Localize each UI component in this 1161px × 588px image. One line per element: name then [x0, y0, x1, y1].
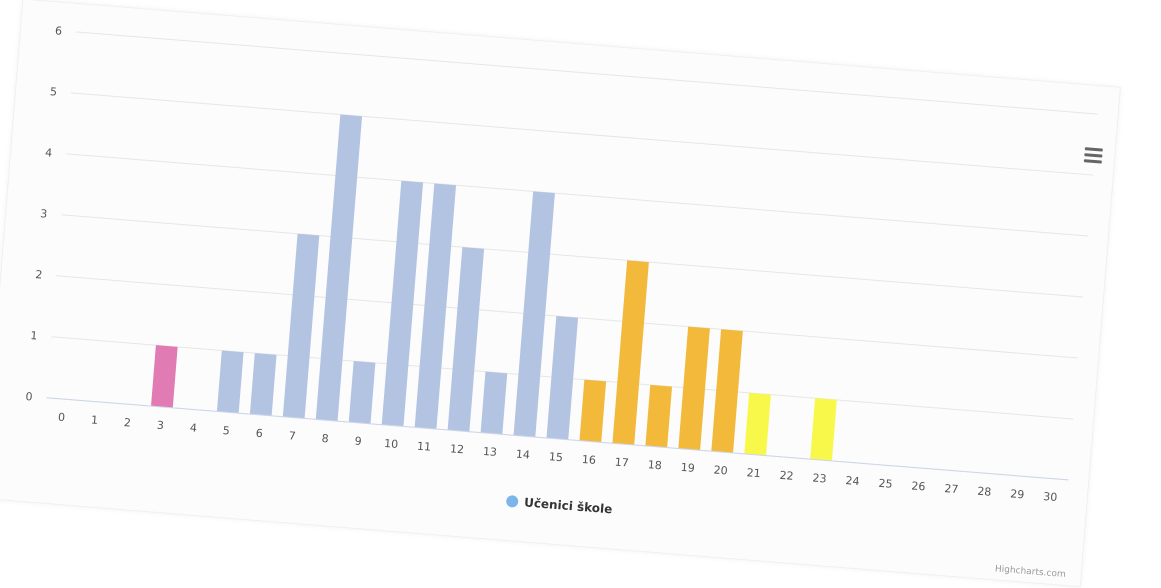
- bar-9[interactable]: [348, 361, 376, 424]
- x-tick-label: 1: [90, 413, 98, 427]
- x-tick-label: 14: [515, 448, 530, 462]
- credits-link[interactable]: Highcharts.com: [995, 564, 1066, 580]
- x-tick-label: 25: [878, 477, 893, 491]
- legend-marker: [506, 495, 519, 508]
- x-tick-label: 26: [911, 479, 926, 493]
- x-tick-label: 30: [1043, 490, 1058, 504]
- x-tick-label: 18: [647, 458, 662, 472]
- bar-5[interactable]: [216, 350, 244, 414]
- grid-line: [66, 153, 1088, 237]
- grid-line: [71, 92, 1093, 176]
- bar-12[interactable]: [447, 247, 485, 432]
- x-tick-label: 5: [222, 424, 230, 438]
- x-tick-label: 0: [58, 411, 66, 425]
- bar-23[interactable]: [810, 398, 837, 461]
- bar-6[interactable]: [249, 353, 277, 416]
- grid-lines: [46, 31, 1098, 481]
- x-tick-label: 16: [581, 453, 596, 467]
- y-tick-label: 1: [30, 329, 38, 343]
- x-tick-label: 2: [123, 416, 131, 430]
- bar-15[interactable]: [546, 315, 579, 440]
- grid-line: [61, 214, 1083, 298]
- x-tick-label: 23: [812, 471, 827, 485]
- x-tick-label: 29: [1010, 487, 1025, 501]
- x-axis-tick-labels: 0 1 2 3 4 5 6 7 8 9 10 11 12 13 14 15 16 17 18 19 20 21 22 23 24…: [58, 411, 1058, 504]
- bar-16[interactable]: [579, 379, 607, 443]
- x-tick-label: 19: [680, 461, 695, 475]
- x-tick-label: 4: [189, 421, 197, 435]
- y-tick-label: 3: [40, 207, 48, 221]
- x-tick-label: 9: [354, 435, 362, 449]
- y-tick-label: 6: [54, 24, 62, 38]
- legend[interactable]: Učenici škole: [506, 494, 613, 516]
- bar-21[interactable]: [744, 392, 771, 456]
- x-tick-label: 28: [977, 485, 992, 499]
- bar-8[interactable]: [315, 114, 363, 422]
- y-tick-label: 4: [45, 146, 53, 160]
- y-tick-label: 5: [50, 85, 58, 99]
- bar-3[interactable]: [151, 345, 178, 408]
- y-tick-label: 2: [35, 268, 43, 282]
- x-tick-label: 27: [944, 482, 959, 496]
- bar-19[interactable]: [678, 326, 710, 451]
- bars: [151, 114, 837, 461]
- bar-10[interactable]: [381, 180, 424, 427]
- bar-13[interactable]: [480, 371, 508, 435]
- x-axis-line: [46, 397, 1069, 481]
- x-tick-label: 24: [845, 474, 860, 488]
- bar-14[interactable]: [513, 191, 555, 438]
- bar-20[interactable]: [711, 329, 743, 453]
- bar-7[interactable]: [282, 233, 320, 419]
- x-tick-label: 20: [713, 463, 728, 477]
- y-axis-tick-labels: 0 1 2 3 4 5 6: [25, 24, 62, 403]
- legend-label: Učenici škole: [524, 495, 613, 516]
- hamburger-menu-icon[interactable]: [1083, 147, 1103, 164]
- x-tick-label: 7: [288, 429, 296, 443]
- x-tick-label: 11: [417, 440, 432, 454]
- x-tick-label: 22: [779, 469, 794, 483]
- y-tick-label: 0: [25, 390, 33, 404]
- x-tick-label: 6: [255, 427, 263, 441]
- x-tick-label: 12: [450, 442, 465, 456]
- x-tick-label: 17: [614, 456, 629, 470]
- bar-17[interactable]: [612, 260, 649, 445]
- bar-11[interactable]: [414, 183, 457, 430]
- x-tick-label: 10: [384, 437, 399, 451]
- x-tick-label: 15: [548, 450, 563, 464]
- x-tick-label: 3: [156, 419, 164, 433]
- x-tick-label: 8: [321, 432, 329, 446]
- x-tick-label: 21: [746, 466, 761, 480]
- x-tick-label: 13: [482, 445, 497, 459]
- grid-line: [75, 31, 1098, 115]
- bar-18[interactable]: [645, 384, 673, 448]
